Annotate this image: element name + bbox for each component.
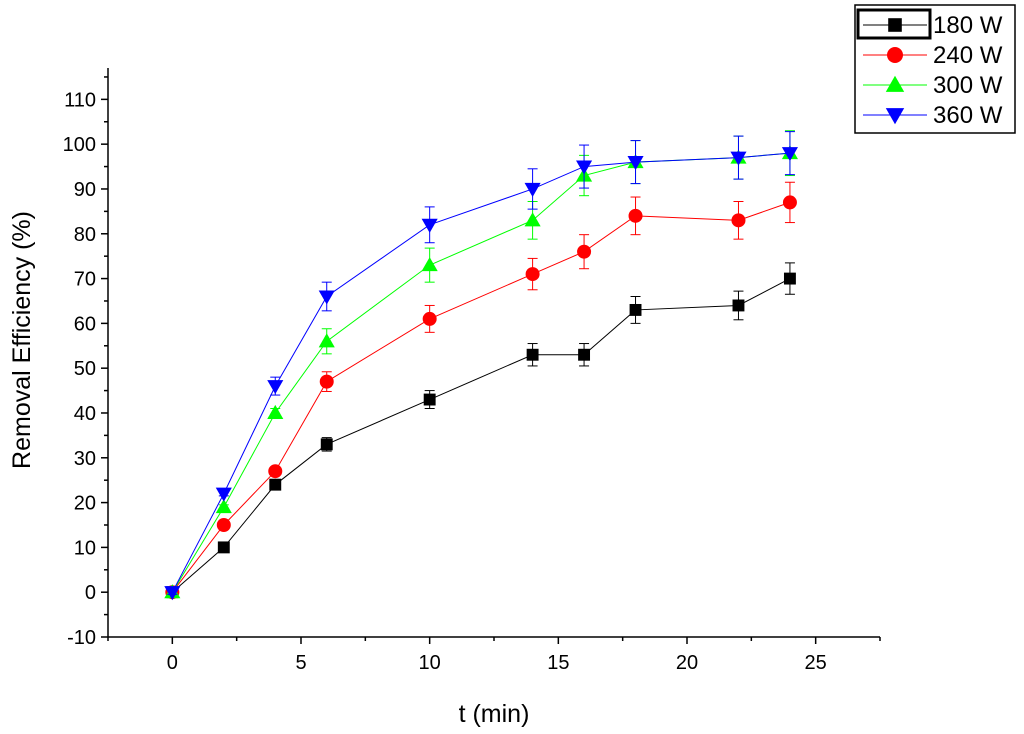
legend-entry: 300 W [863, 72, 1003, 99]
y-tick-label: 60 [74, 313, 96, 335]
data-point [524, 182, 541, 198]
y-tick-label: 70 [74, 269, 96, 291]
plot-area [164, 130, 798, 601]
y-tick-label: 10 [74, 537, 96, 559]
y-tick-label: -10 [67, 627, 96, 649]
x-axis-title: t (min) [459, 700, 530, 728]
data-point [731, 213, 746, 228]
data-point [318, 290, 335, 305]
legend-label: 360 W [933, 102, 1003, 129]
x-tick-label: 0 [167, 652, 178, 674]
data-point [267, 404, 284, 420]
y-tick-label: 80 [74, 224, 96, 246]
data-point [422, 311, 437, 326]
y-axis-title: Removal Efficiency (%) [8, 211, 36, 469]
data-point [164, 586, 181, 601]
y-tick-label: 20 [74, 493, 96, 515]
legend-highlight [856, 8, 932, 40]
data-point [525, 267, 540, 282]
data-point [318, 333, 335, 348]
data-point [627, 156, 644, 171]
data-point [319, 374, 334, 389]
data-point [423, 393, 436, 406]
y-tick-label: 100 [63, 134, 96, 156]
legend-entry: 180 W [863, 12, 1003, 39]
y-tick-label: 90 [74, 179, 96, 201]
x-tick-label: 20 [676, 652, 698, 674]
data-point [628, 208, 643, 223]
x-tick-label: 10 [419, 652, 441, 674]
data-point [216, 517, 231, 532]
y-tick-label: 0 [85, 582, 96, 604]
data-point [781, 147, 798, 162]
data-point [783, 272, 796, 285]
legend-box [854, 4, 1016, 134]
data-point [421, 257, 438, 272]
legend-label: 180 W [933, 12, 1003, 39]
series-360-w [164, 131, 798, 601]
data-point [577, 244, 592, 259]
legend-entry: 240 W [863, 42, 1003, 69]
data-point [215, 499, 232, 514]
y-tick-label: 110 [64, 89, 96, 111]
data-point [629, 303, 642, 316]
data-point [269, 478, 282, 491]
data-point [268, 464, 283, 479]
x-tick-label: 25 [805, 652, 827, 674]
data-point [320, 438, 333, 451]
x-tick-label: 15 [547, 652, 569, 674]
data-point [421, 218, 438, 233]
series-line [172, 278, 791, 593]
legend-marker [885, 75, 905, 92]
y-tick-label: 50 [74, 358, 96, 380]
series-180-w [166, 262, 796, 599]
y-tick-label: 40 [74, 403, 96, 425]
data-point [730, 151, 747, 166]
data-point [267, 380, 284, 395]
axes: 0 5 10 15 20 25 -10 0 10 20 30 40 50 60 70 80 90 100 110 [63, 68, 881, 674]
data-point [782, 195, 797, 210]
legend-marker [888, 18, 902, 32]
data-point [524, 212, 541, 227]
data-point [576, 160, 593, 175]
legend-label: 240 W [933, 42, 1003, 69]
x-tick-label: 5 [295, 652, 306, 674]
legend-label: 300 W [933, 72, 1003, 99]
series-240-w [165, 181, 797, 600]
legend-marker [885, 108, 905, 125]
data-point [732, 299, 745, 312]
data-point [217, 541, 230, 554]
data-point [215, 487, 232, 502]
legend-entry: 360 W [863, 102, 1003, 129]
legend: 180 W 240 W 300 W 360 W [854, 4, 1016, 134]
data-point [578, 348, 591, 361]
legend-marker [887, 47, 903, 63]
y-tick-label: 30 [74, 448, 96, 470]
series-line [171, 201, 791, 593]
series-line [171, 152, 790, 593]
series-300-w [164, 130, 798, 599]
data-point [526, 348, 539, 361]
